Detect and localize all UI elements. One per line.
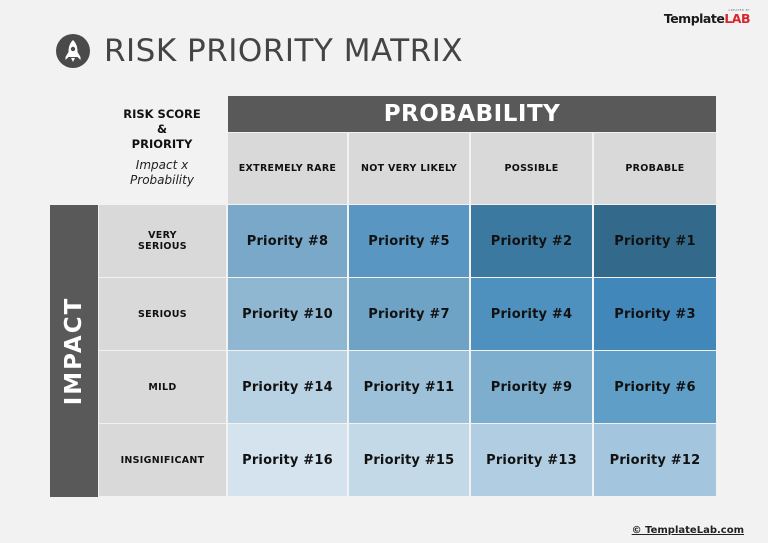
impact-label: IMPACT <box>61 296 87 406</box>
row-header-mild: MILD <box>99 351 226 423</box>
row-header-insignificant: INSIGNIFICANT <box>99 424 226 496</box>
matrix-cell: Priority #11 <box>349 351 469 423</box>
legend-subtitle-line1: Impact x <box>135 158 189 172</box>
rocket-icon <box>56 34 90 68</box>
footer-copyright-link[interactable]: © TemplateLab.com <box>631 525 744 536</box>
matrix-cell: Priority #4 <box>471 278 592 350</box>
probability-header: PROBABILITY <box>228 96 716 132</box>
row-header-label: MILD <box>148 381 177 393</box>
matrix-cell: Priority #5 <box>349 205 469 277</box>
legend: RISK SCORE & PRIORITY Impact x Probabili… <box>101 107 223 188</box>
row-header-label: SERIOUS <box>138 308 187 320</box>
legend-heading-line2: & <box>156 122 168 136</box>
matrix-cell: Priority #6 <box>594 351 716 423</box>
templatelab-logo: CREATED BY TemplateLAB <box>663 8 751 26</box>
impact-header: IMPACT <box>50 205 98 497</box>
matrix-cell: Priority #3 <box>594 278 716 350</box>
page-title: RISK PRIORITY MATRIX <box>104 33 464 69</box>
column-header-possible: POSSIBLE <box>471 133 592 204</box>
legend-heading-line1: RISK SCORE <box>123 107 201 121</box>
matrix-cell: Priority #13 <box>471 424 592 496</box>
logo-part1: Template <box>663 11 725 26</box>
matrix-cell: Priority #14 <box>228 351 347 423</box>
row-header-very-serious: VERY SERIOUS <box>99 205 226 277</box>
row-header-line2: SERIOUS <box>138 241 187 252</box>
matrix-cell: Priority #7 <box>349 278 469 350</box>
matrix-cell: Priority #16 <box>228 424 347 496</box>
matrix-cell: Priority #9 <box>471 351 592 423</box>
row-header-line1: VERY <box>148 230 177 241</box>
matrix-cell: Priority #8 <box>228 205 347 277</box>
column-header-extremely-rare: EXTREMELY RARE <box>228 133 347 204</box>
logo-part2: LAB <box>724 11 750 26</box>
matrix-cell: Priority #1 <box>594 205 716 277</box>
row-header-serious: SERIOUS <box>99 278 226 350</box>
column-header-probable: PROBABLE <box>594 133 716 204</box>
column-header-not-very-likely: NOT VERY LIKELY <box>349 133 469 204</box>
matrix-cell: Priority #15 <box>349 424 469 496</box>
row-header-label: INSIGNIFICANT <box>120 454 205 466</box>
matrix-cell: Priority #12 <box>594 424 716 496</box>
matrix-cell: Priority #2 <box>471 205 592 277</box>
legend-heading-line3: PRIORITY <box>131 137 193 151</box>
legend-subtitle-line2: Probability <box>130 173 194 187</box>
matrix-cell: Priority #10 <box>228 278 347 350</box>
logo-tagline: CREATED BY <box>728 8 750 12</box>
